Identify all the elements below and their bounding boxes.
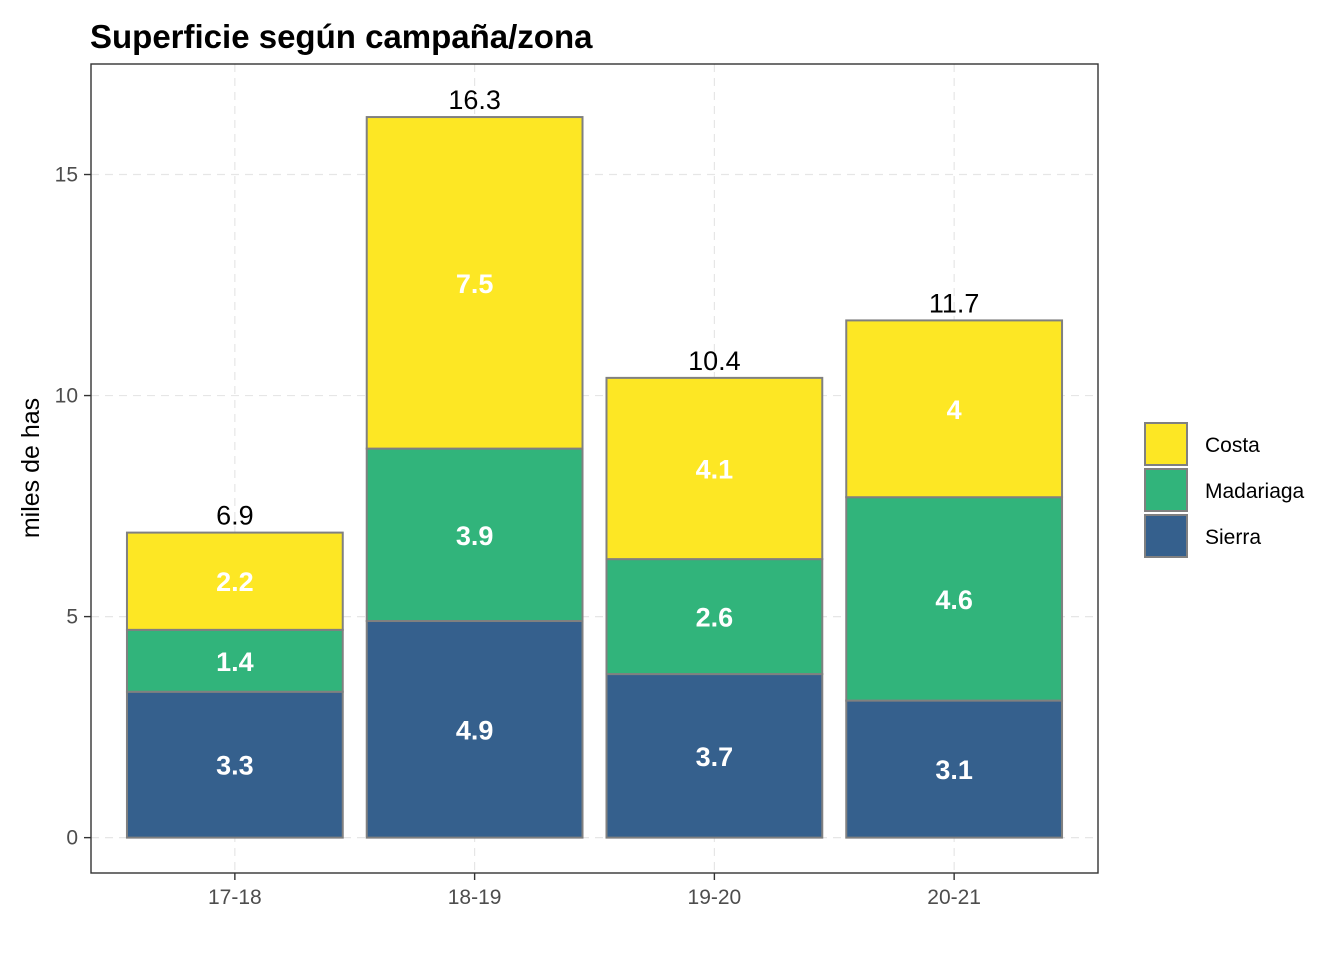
bar-segment-madariaga <box>365 447 584 623</box>
y-tick-label: 10 <box>55 385 78 408</box>
bar-segment-sierra <box>845 699 1064 839</box>
segment-value-label: 7.5 <box>456 269 494 299</box>
bar-segment-sierra <box>605 673 824 839</box>
y-tick-label: 5 <box>66 606 78 629</box>
bar-segment-costa <box>605 376 824 561</box>
segment-value-label: 4.1 <box>696 455 734 485</box>
y-axis-title: miles de has <box>17 398 45 538</box>
x-tick-label: 17-18 <box>208 886 262 909</box>
segment-value-label: 1.4 <box>216 647 254 677</box>
axes-layer: 0 5 10 15 17-18 18-19 19-20 20-21 <box>55 164 981 909</box>
bar-segment-costa <box>845 319 1064 499</box>
total-value-label: 6.9 <box>216 501 254 531</box>
segment-value-label: 4.9 <box>456 715 494 745</box>
bar-segment-costa <box>365 116 584 450</box>
segment-value-label: 4 <box>947 395 962 425</box>
x-tick-label: 18-19 <box>448 886 502 909</box>
segment-value-label: 4.6 <box>935 585 973 615</box>
plot-panel-border <box>90 63 1099 874</box>
segment-value-label: 2.2 <box>216 567 254 597</box>
legend-key-costa <box>1144 422 1188 466</box>
x-tick-label: 19-20 <box>688 886 742 909</box>
segment-value-label: 3.1 <box>935 755 973 785</box>
total-value-label: 16.3 <box>448 85 501 115</box>
total-value-label: 11.7 <box>929 288 980 318</box>
legend: Costa Madariaga Sierra <box>1144 422 1305 558</box>
bar-segment-sierra <box>365 620 584 839</box>
segment-value-label: 3.7 <box>696 742 734 772</box>
legend-label: Costa <box>1205 434 1260 457</box>
y-tick-label: 0 <box>66 827 78 850</box>
legend-label: Sierra <box>1205 526 1261 549</box>
bars-layer: 3.3 1.4 2.2 6.9 4.9 3.9 7.5 16.3 3.7 2.6 4.1 10.4 3.… <box>125 85 1064 839</box>
bar-segment-madariaga <box>845 496 1064 702</box>
legend-label: Madariaga <box>1205 480 1305 503</box>
bar-segment-madariaga <box>605 558 824 676</box>
segment-value-label: 2.6 <box>696 603 734 633</box>
total-value-label: 10.4 <box>688 346 741 376</box>
legend-key-madariaga <box>1144 468 1188 512</box>
legend-key-sierra <box>1144 514 1188 558</box>
segment-value-label: 3.3 <box>216 751 254 781</box>
y-tick-label: 15 <box>55 164 78 187</box>
bar-segment-costa <box>125 531 344 631</box>
bar-segment-madariaga <box>125 628 344 693</box>
segment-value-label: 3.9 <box>456 521 494 551</box>
x-tick-label: 20-21 <box>927 886 981 909</box>
chart-title: Superficie según campaña/zona <box>90 18 593 55</box>
